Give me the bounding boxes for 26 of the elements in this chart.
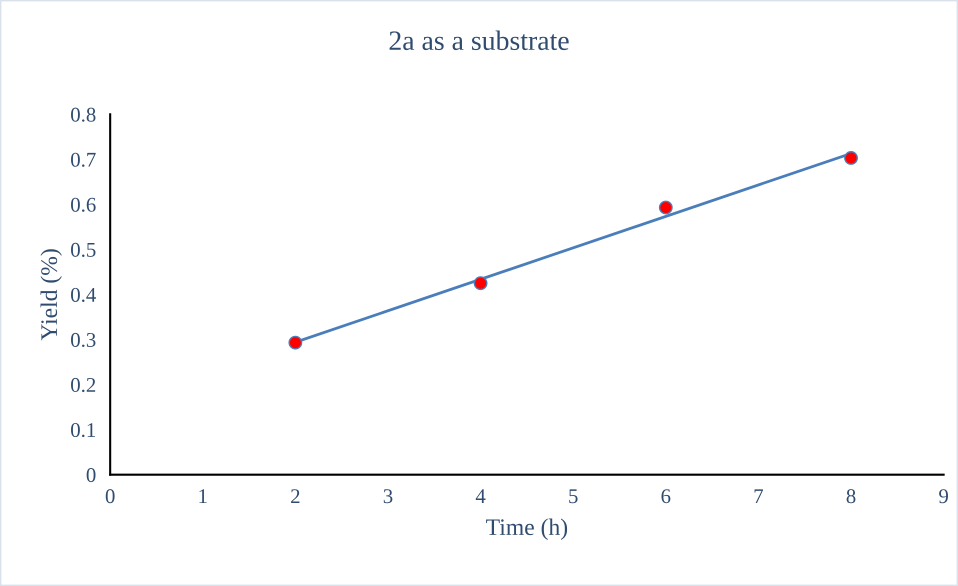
y-tick-label: 0.2 — [71, 378, 96, 392]
y-tick-label: 0.8 — [71, 108, 96, 122]
y-tick-label: 0.4 — [71, 288, 96, 302]
y-tick-label: 0.3 — [71, 332, 96, 348]
x-axis-title: Time (h) — [486, 518, 568, 540]
x-tick-label: 7 — [754, 489, 764, 504]
x-tick-label: 5 — [569, 489, 578, 504]
point — [658, 200, 673, 214]
y-tick-label: 0.7 — [71, 152, 96, 167]
chart-title: 2a as a substrate — [390, 30, 569, 50]
point — [474, 276, 488, 290]
x-tick-label: 8 — [846, 489, 856, 504]
x-tick-label: 4 — [476, 489, 486, 504]
point — [844, 151, 858, 165]
y-tick-label: 0 — [86, 468, 96, 482]
x-tick-label: 3 — [384, 489, 392, 504]
x-tick-label: 2 — [291, 489, 300, 504]
x-tick-label: 6 — [661, 489, 670, 504]
y-axis-title: Yield (%) — [40, 249, 62, 340]
y-tick-label: 0.1 — [71, 422, 96, 438]
x-tick-label: 0 — [106, 489, 115, 504]
point — [288, 336, 302, 350]
y-tick-label: 0.6 — [71, 198, 96, 212]
x-tick-label: 1 — [199, 489, 207, 504]
x-tick-label: 9 — [939, 489, 948, 504]
y-tick-label: 0.5 — [71, 242, 96, 257]
